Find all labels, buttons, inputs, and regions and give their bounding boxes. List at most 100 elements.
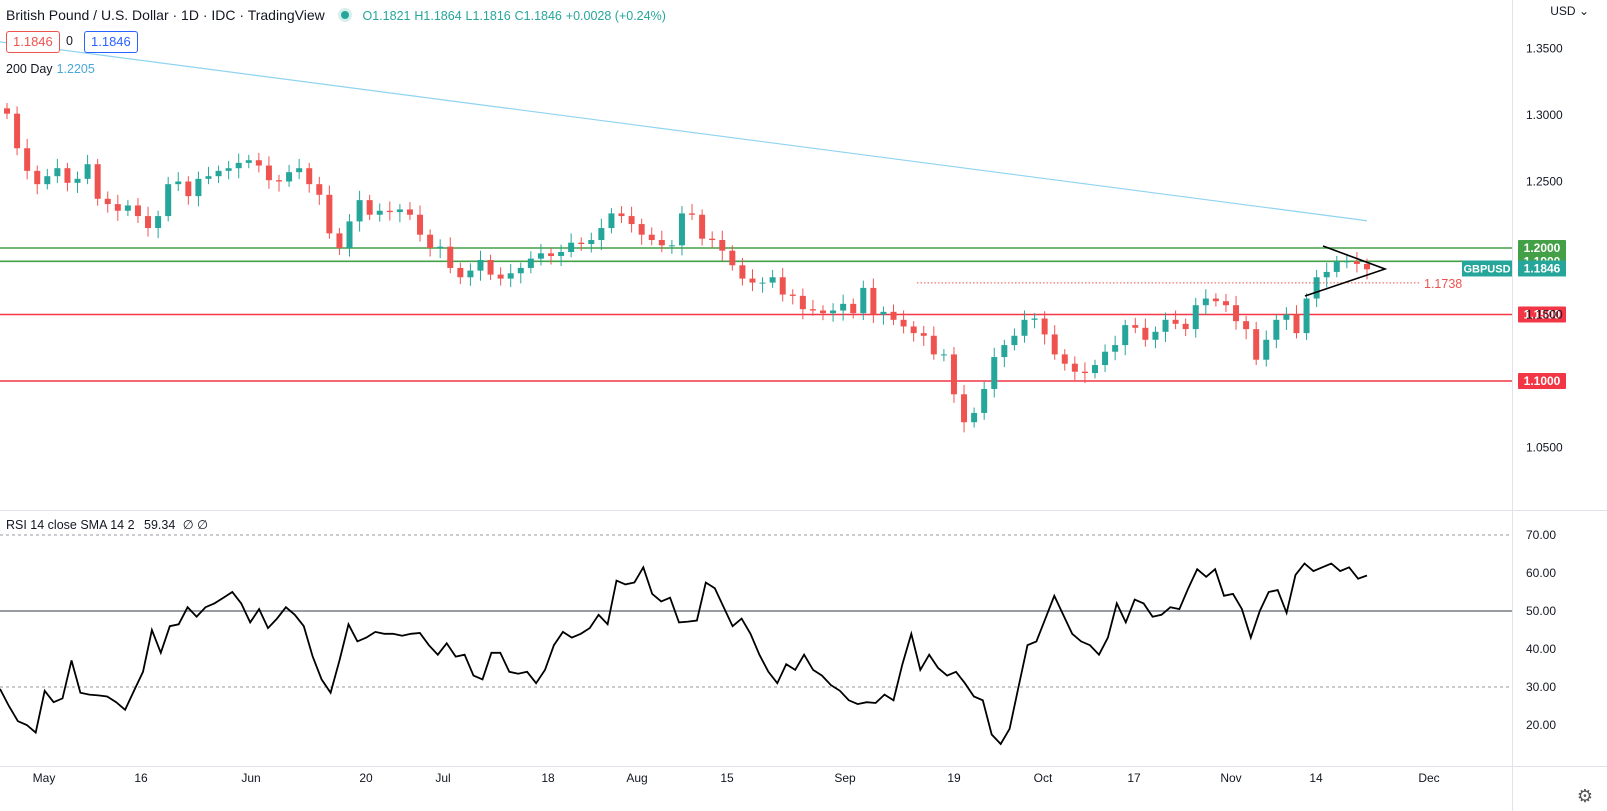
candle-body <box>134 205 141 217</box>
candle-body <box>175 181 182 185</box>
candle-body <box>1333 261 1340 272</box>
candle-body <box>1132 325 1139 328</box>
candle-body <box>618 213 625 217</box>
level-tag-3 <box>1518 373 1566 389</box>
time-tick-0: May <box>33 771 56 785</box>
rsi-legend: RSI 14 close SMA 14 2 59.34 ∅ ∅ <box>6 517 208 532</box>
level-tag-label-2: 1.1500 <box>1524 308 1561 322</box>
rsi-value: 59.34 <box>144 518 176 532</box>
candle-body <box>54 168 61 177</box>
rsi-tick-5: 70.00 <box>1526 528 1556 542</box>
candle-body <box>981 388 988 413</box>
time-tick-14: Dec <box>1418 771 1439 785</box>
candle-body <box>1313 277 1320 299</box>
candle-body <box>1222 301 1229 306</box>
chart-header: British Pound / U.S. Dollar · 1D · IDC ·… <box>6 7 666 23</box>
last-price-tag <box>1518 260 1566 277</box>
time-tick-13: 14 <box>1309 771 1323 785</box>
candle-body <box>598 228 605 241</box>
candle-body <box>1081 371 1088 374</box>
candle-body <box>336 233 343 248</box>
candle-body <box>1061 354 1068 364</box>
symbol-tag-label: GBPUSD <box>1463 263 1510 275</box>
time-tick-4: Jul <box>435 771 450 785</box>
gear-icon[interactable]: ⚙ <box>1576 786 1593 806</box>
candle-body <box>709 238 716 241</box>
candle-body <box>1364 263 1370 270</box>
market-status-icon <box>340 11 349 19</box>
time-tick-10: Oct <box>1034 771 1053 785</box>
candle-body <box>64 168 71 183</box>
candle-body <box>880 311 887 315</box>
candle-body <box>638 224 645 235</box>
ma-legend: 200 Day 1.2205 <box>6 62 95 76</box>
candle-body <box>1001 345 1008 358</box>
candle-body <box>759 282 766 284</box>
candle-body <box>1011 335 1018 346</box>
sell-price-button[interactable]: 1.1846 <box>6 31 60 53</box>
candle-body <box>517 267 524 274</box>
candle-body <box>548 253 554 256</box>
rsi-tick-4: 60.00 <box>1526 566 1556 580</box>
candle-body <box>417 214 424 235</box>
candle-body <box>84 164 91 179</box>
time-tick-6: Aug <box>626 771 647 785</box>
candle-body <box>950 354 957 395</box>
candle-body <box>749 278 756 283</box>
candle-body <box>286 172 293 182</box>
candle-body <box>114 204 121 211</box>
candle-body <box>1283 314 1290 320</box>
price-tick-0: 1.0500 <box>1526 441 1563 455</box>
candle-body <box>719 240 726 251</box>
candle-body <box>1182 323 1189 330</box>
time-tick-8: Sep <box>834 771 856 785</box>
candle-body <box>406 209 413 215</box>
candle-body <box>34 170 41 185</box>
candle-body <box>326 194 333 234</box>
candle-body <box>1343 261 1350 263</box>
candle-body <box>890 311 897 320</box>
annotation-label: 1.1738 <box>1424 277 1462 291</box>
candle-body <box>255 160 262 166</box>
candle-body <box>225 168 232 171</box>
candle-body <box>840 303 847 311</box>
candle-body <box>1323 271 1330 278</box>
candle-body <box>537 253 544 259</box>
candle-body <box>779 277 786 295</box>
buy-price-button[interactable]: 1.1846 <box>84 31 138 53</box>
candle-body <box>648 234 655 241</box>
candle-body <box>729 250 736 266</box>
price-tick-2: 1.1500 <box>1526 308 1563 322</box>
candle-body <box>497 274 504 279</box>
candle-body <box>94 164 101 199</box>
candle-body <box>316 184 323 195</box>
rsi-tick-2: 40.00 <box>1526 642 1556 656</box>
candle-body <box>527 258 534 268</box>
candle-body <box>1212 298 1219 302</box>
candle-body <box>578 242 585 245</box>
candle-body <box>1092 365 1098 374</box>
candle-body <box>276 180 282 182</box>
candle-body <box>1293 314 1300 334</box>
level-tag-2 <box>1518 306 1566 323</box>
time-tick-3: 20 <box>359 771 373 785</box>
currency-selector[interactable]: USD ⌄ <box>1550 4 1589 18</box>
ohlc-open: O1.1821 <box>362 9 411 23</box>
candle-body <box>396 209 403 213</box>
level-tag-label-3: 1.1000 <box>1524 374 1561 388</box>
candle-body <box>769 277 776 283</box>
candle-body <box>145 216 152 229</box>
candle-body <box>739 265 746 279</box>
level-tag-label-0: 1.2000 <box>1524 241 1561 255</box>
candle-body <box>215 170 222 177</box>
time-tick-12: Nov <box>1220 771 1241 785</box>
candle-body <box>1202 298 1209 306</box>
candle-body <box>477 259 484 271</box>
candle-body <box>376 210 383 215</box>
ma-value: 1.2205 <box>56 62 95 76</box>
candle-body <box>860 287 867 314</box>
candle-body <box>809 309 816 311</box>
candle-body <box>689 213 696 215</box>
candle-body <box>920 333 927 336</box>
candle-body <box>1051 334 1058 355</box>
